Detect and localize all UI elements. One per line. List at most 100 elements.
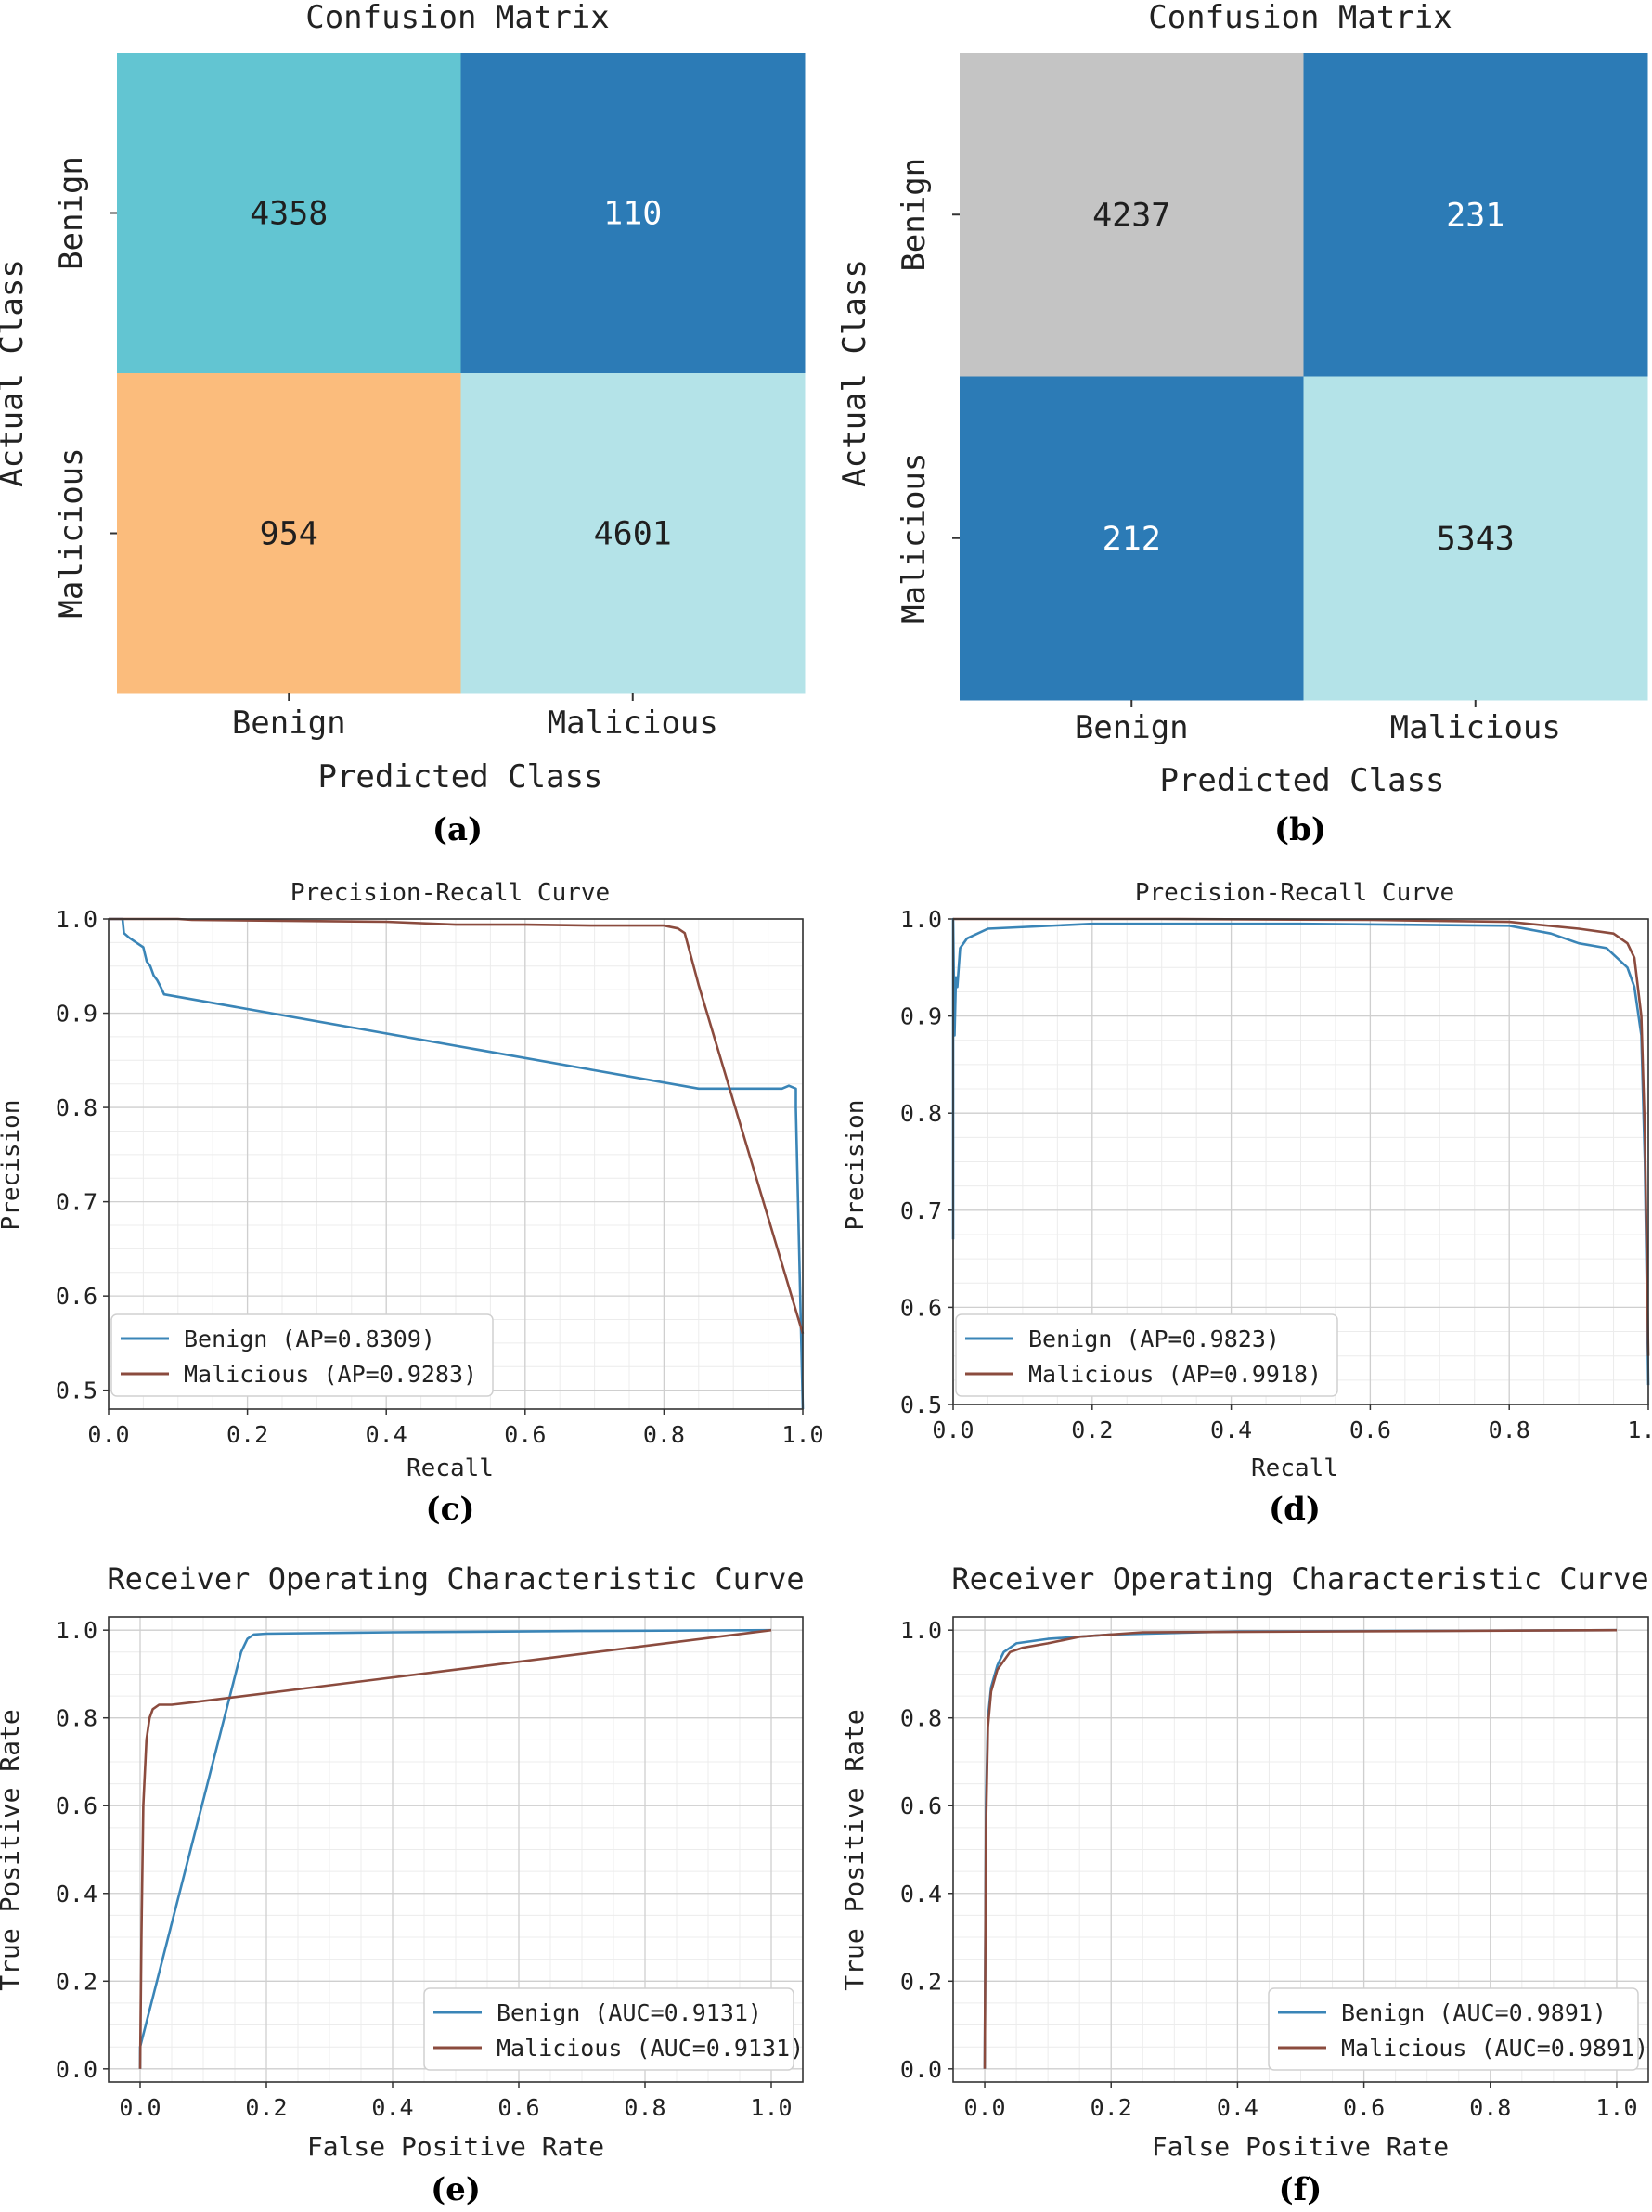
x-tick-label: 0.4 bbox=[371, 2094, 413, 2121]
cell-value: 4601 bbox=[594, 516, 672, 553]
cell-value: 212 bbox=[1103, 521, 1161, 558]
legend-label: Benign (AUC=0.9891) bbox=[1341, 1999, 1607, 2026]
legend-box bbox=[110, 1313, 494, 1397]
y-tick-label: 0.6 bbox=[900, 1792, 942, 1819]
panel-b: Confusion Matrix 4237 231 212 5343 Benign Mali… bbox=[836, 0, 1648, 848]
y-tick-label: 1.0 bbox=[900, 906, 942, 933]
x-tick-label: 0.4 bbox=[366, 1421, 407, 1448]
y-tick-label: 0.8 bbox=[900, 1705, 942, 1732]
panel-f: Receiver Operating Characteristic Curve 0… bbox=[839, 1561, 1649, 2208]
y-tick-label: 0.2 bbox=[900, 1968, 942, 1995]
legend-label: Malicious (AUC=0.9131) bbox=[497, 2035, 804, 2062]
plot-frame bbox=[952, 918, 1649, 1405]
x-tick-label: 0.6 bbox=[497, 2094, 539, 2121]
cell-value: 4237 bbox=[1092, 197, 1170, 234]
panel-d: Precision-Recall Curve 0.0 0.2 0.4 0.6 0.8 1.0… bbox=[842, 879, 1652, 1528]
x-tick-label: 0.6 bbox=[504, 1421, 546, 1448]
cell-value: 5343 bbox=[1437, 521, 1515, 558]
chart-title: Precision-Recall Curve bbox=[290, 879, 610, 907]
x-tick-label: 0.6 bbox=[1349, 1416, 1391, 1443]
chart-title: Precision-Recall Curve bbox=[1135, 879, 1454, 907]
panel-c: Precision-Recall Curve 0.0 0.2 0.4 0.6 0.8 1.0… bbox=[0, 879, 824, 1528]
y-tick-label: 0.6 bbox=[56, 1792, 97, 1819]
series-line bbox=[951, 917, 1650, 1386]
matrix-cell bbox=[117, 373, 461, 694]
x-tick-label: 1.0 bbox=[1627, 1416, 1652, 1443]
legend-box bbox=[955, 1313, 1338, 1397]
x-tick-label: Malicious bbox=[548, 705, 718, 742]
y-tick-label: Benign bbox=[896, 158, 933, 272]
chart-title: Receiver Operating Characteristic Curve bbox=[107, 1561, 804, 1597]
y-tick-label: 0.0 bbox=[900, 2056, 942, 2083]
y-axis-label: True Positive Rate bbox=[0, 1709, 25, 1990]
panel-caption: (e) bbox=[431, 2171, 481, 2208]
cell-value: 4358 bbox=[250, 196, 328, 233]
matrix-cell bbox=[460, 53, 806, 374]
x-tick-label: 0.8 bbox=[624, 2094, 665, 2121]
cell-value: 231 bbox=[1446, 197, 1504, 234]
x-tick-label: 0.2 bbox=[1091, 2094, 1132, 2121]
y-axis-label: Precision bbox=[0, 1100, 25, 1231]
cell-value: 954 bbox=[260, 516, 318, 553]
chart-title: Confusion Matrix bbox=[305, 0, 610, 36]
y-tick-label: 0.9 bbox=[56, 1001, 97, 1028]
cell-value: 110 bbox=[603, 196, 662, 233]
y-tick-label: 0.2 bbox=[56, 1968, 97, 1995]
legend-label: Malicious (AUC=0.9891) bbox=[1341, 2035, 1648, 2062]
legend-label: Malicious (AP=0.9283) bbox=[184, 1361, 477, 1388]
panel-caption: (c) bbox=[426, 1491, 475, 1528]
plot-frame bbox=[952, 1616, 1649, 2083]
matrix-cell bbox=[460, 373, 806, 694]
x-tick-label: 1.0 bbox=[1595, 2094, 1637, 2121]
series-line bbox=[109, 917, 805, 1410]
y-axis-label: Actual Class bbox=[836, 259, 873, 487]
legend-label: Malicious (AP=0.9918) bbox=[1028, 1361, 1322, 1388]
x-tick-label: 0.8 bbox=[643, 1421, 685, 1448]
y-tick-label: 0.7 bbox=[56, 1189, 97, 1216]
y-tick-label: 0.0 bbox=[56, 2056, 97, 2083]
x-tick-label: 0.0 bbox=[119, 2094, 161, 2121]
x-axis-label: Predicted Class bbox=[317, 758, 602, 796]
legend-label: Benign (AP=0.8309) bbox=[184, 1326, 435, 1352]
x-tick-label: 0.2 bbox=[226, 1421, 268, 1448]
y-tick-label: 0.9 bbox=[900, 1003, 942, 1030]
series-line bbox=[983, 1628, 1618, 2069]
series-line bbox=[109, 917, 805, 1335]
matrix-cell bbox=[1303, 53, 1648, 377]
x-axis-label: False Positive Rate bbox=[307, 2131, 604, 2162]
panel-caption: (f) bbox=[1279, 2171, 1323, 2208]
y-tick-label: 1.0 bbox=[900, 1617, 942, 1644]
y-tick-label: 0.6 bbox=[56, 1283, 97, 1310]
x-tick-label: Malicious bbox=[1390, 709, 1561, 746]
y-tick-label: Malicious bbox=[53, 447, 90, 618]
y-tick-label: 0.5 bbox=[900, 1391, 942, 1418]
y-tick-label: 0.8 bbox=[56, 1705, 97, 1732]
y-tick-label: 1.0 bbox=[56, 906, 97, 933]
x-tick-label: 0.0 bbox=[963, 2094, 1005, 2121]
legend-label: Benign (AP=0.9823) bbox=[1028, 1326, 1280, 1352]
y-axis-label: Precision bbox=[842, 1100, 870, 1231]
y-tick-label: 0.4 bbox=[900, 1881, 942, 1908]
plot-frame bbox=[108, 918, 804, 1410]
panel-a: Confusion Matrix 4358 110 954 4601 Benign Mali… bbox=[0, 0, 806, 848]
legend-box bbox=[1268, 1987, 1639, 2071]
x-tick-label: 0.2 bbox=[1071, 1416, 1113, 1443]
y-axis-label: Actual Class bbox=[0, 259, 31, 487]
y-tick-label: 0.4 bbox=[56, 1881, 97, 1908]
panel-caption: (b) bbox=[1274, 811, 1326, 848]
y-tick-label: Benign bbox=[53, 156, 90, 270]
panel-e: Receiver Operating Characteristic Curve 0… bbox=[0, 1561, 805, 2208]
x-tick-label: 1.0 bbox=[750, 2094, 792, 2121]
y-tick-label: 0.7 bbox=[900, 1197, 942, 1224]
x-axis-label: Recall bbox=[1251, 1455, 1338, 1482]
x-tick-label: 1.0 bbox=[781, 1421, 823, 1448]
legend-label: Benign (AUC=0.9131) bbox=[497, 1999, 762, 2026]
legend: Benign (AP=0.8309) Malicious (AP=0.9283) bbox=[110, 1313, 494, 1397]
legend-box bbox=[423, 1987, 794, 2071]
matrix-cell bbox=[960, 53, 1304, 377]
x-tick-label: 0.8 bbox=[1469, 2094, 1511, 2121]
x-tick-label: 0.4 bbox=[1210, 1416, 1252, 1443]
x-tick-label: Benign bbox=[1075, 709, 1189, 746]
panel-caption: (a) bbox=[432, 811, 483, 848]
